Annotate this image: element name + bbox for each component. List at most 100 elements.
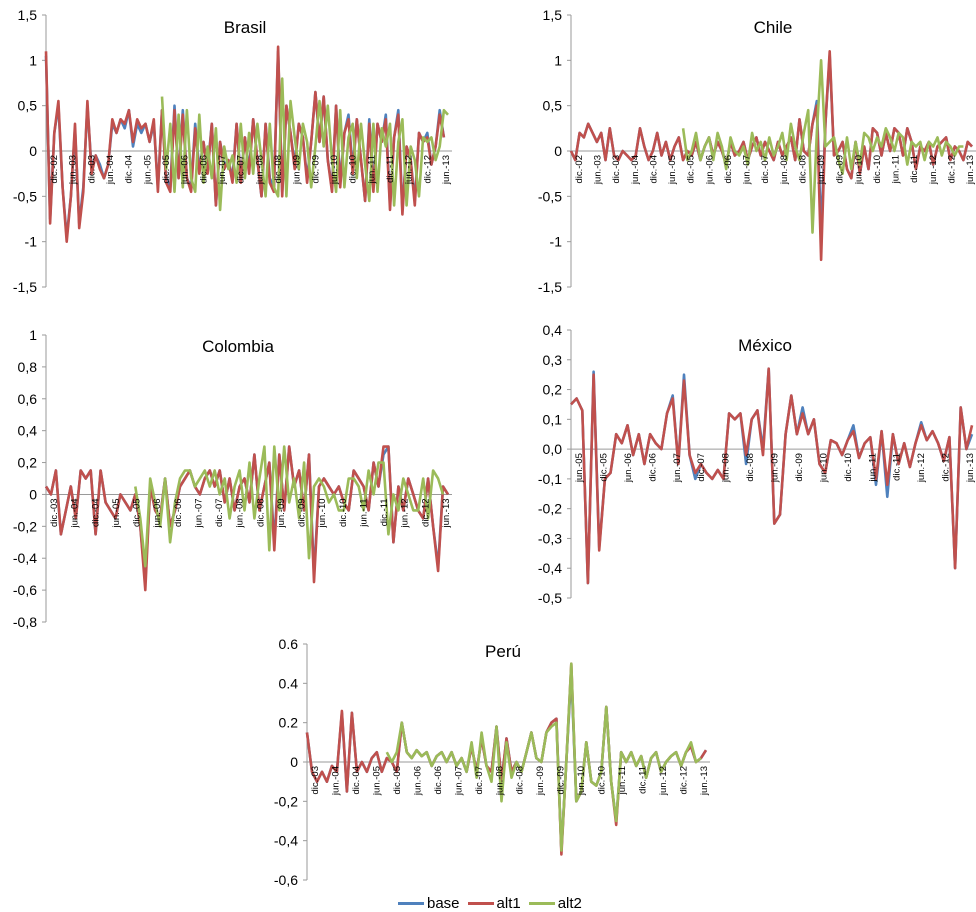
series-line-alt1 [570,367,974,585]
y-tick-label: -0,8 [13,614,37,630]
x-tick-label: jun.-08 [254,155,265,185]
y-tick-label: 0.2 [279,715,299,731]
x-tick-label: jun.-13 [699,766,710,796]
x-tick-label: dic.-07 [760,155,771,184]
x-tick-label: jun.-12 [928,155,939,185]
chart-title: Brasil [224,18,267,37]
series-line-alt2 [681,58,964,234]
legend-item-base: base [398,895,460,912]
x-tick-label: dic.-05 [392,766,403,795]
y-tick-label: 0,5 [543,98,563,114]
x-tick-label: dic.-06 [198,155,209,184]
x-tick-label: jun.-10 [329,155,340,185]
y-tick-label: 0.4 [279,675,299,691]
x-tick-label: dic.-06 [433,766,444,795]
legend-label-alt2: alt2 [557,894,582,912]
x-tick-label: dic.-07 [236,155,247,184]
x-tick-label: dic.-12 [946,155,957,184]
x-tick-label: jun.-12 [658,766,669,796]
x-tick-label: jun.-07 [672,453,683,483]
x-tick-label: dic.-04 [124,155,135,184]
x-tick-label: jun.-06 [412,766,423,796]
x-tick-label: jun.-13 [965,155,976,185]
x-tick-label: jun.-11 [891,155,902,184]
x-tick-label: dic.-02 [49,155,60,184]
y-tick-label: -1,5 [538,279,562,295]
x-tick-label: dic.-06 [723,155,734,184]
x-tick-label: jun.-06 [623,453,634,483]
x-tick-label: dic.-07 [214,498,225,527]
x-tick-label: jun.-08 [721,453,732,483]
x-tick-label: dic.-08 [745,453,756,482]
y-tick-label: -0,5 [538,590,562,606]
x-tick-label: jun.-09 [535,766,546,796]
x-tick-label: dic.-04 [351,766,362,795]
x-tick-label: dic.-09 [794,453,805,482]
y-tick-label: 1 [29,52,37,68]
x-tick-label: dic.-03 [86,155,97,184]
y-tick-label: -1 [25,234,38,250]
legend-label-alt1: alt1 [496,894,521,912]
x-tick-label: jun.-07 [742,155,753,185]
x-tick-label: jun.-03 [593,155,604,185]
y-tick-label: 0 [29,143,37,159]
y-tick-label: -0,5 [538,188,562,204]
legend-swatch-base [398,901,424,905]
y-tick-label: 0,0 [543,441,563,457]
x-tick-label: dic.-07 [474,766,485,795]
y-tick-label: -0,4 [274,833,298,849]
y-tick-label: -0,2 [13,518,37,534]
chart-panel-2: -0,8 -0,6 -0,4 -0,2 0 0,2 0,4 0,6 0,8 1 Colombia di… [13,327,452,630]
x-tick-label: dic.-06 [173,498,184,527]
x-tick-label: dic.-12 [420,498,431,527]
y-tick-label: 0,8 [18,359,38,375]
x-tick-label: jun.-05 [371,766,382,796]
legend: base alt1 alt2 [398,894,586,912]
x-tick-label: dic.-08 [255,498,266,527]
x-tick-label: dic.-10 [338,498,349,527]
legend-swatch-alt1 [467,901,494,905]
x-tick-label: dic.-02 [574,155,585,184]
series-line-alt1 [305,662,708,856]
x-tick-label: dic.-03 [611,155,622,184]
x-tick-label: dic.-05 [686,155,697,184]
x-tick-label: dic.-05 [598,453,609,482]
y-tick-label: 1 [29,327,37,343]
x-tick-label: dic.-05 [132,498,143,527]
x-tick-label: jun.-07 [217,155,228,185]
x-tick-label: jun.-06 [704,155,715,185]
x-tick-label: dic.-06 [647,453,658,482]
x-tick-label: jun.-11 [617,766,628,795]
x-tick-label: jun.-13 [965,453,976,483]
x-tick-label: jun.-09 [276,498,287,528]
y-tick-label: 0 [29,486,37,502]
x-tick-label: jun.-11 [366,155,377,184]
y-tick-label: -0,3 [538,530,562,546]
x-tick-label: dic.-11 [892,453,903,481]
legend-label-base: base [427,894,460,912]
x-tick-label: dic.-10 [597,766,608,795]
x-tick-label: dic.-11 [638,766,649,794]
y-tick-label: 1,5 [18,7,38,23]
y-tick-label: -0,1 [538,471,562,487]
x-tick-label: dic.-12 [679,766,690,795]
x-tick-label: jun.-12 [404,155,415,185]
x-tick-label: dic.-08 [797,155,808,184]
y-tick-label: 0.6 [279,636,299,652]
chart-panel-1: -1,5 -1 -0,5 0 0,5 1 1,5 Chile dic.-02 jun.-03 dic… [538,7,976,295]
x-tick-label: dic.-04 [649,155,660,184]
y-tick-label: -0,4 [13,550,37,566]
y-tick-label: -1,5 [13,279,37,295]
x-tick-label: jun.-09 [770,453,781,483]
y-tick-label: 0,5 [18,98,38,114]
y-tick-label: -1 [550,234,563,250]
x-tick-label: dic.-07 [696,453,707,482]
y-tick-label: 0,1 [543,411,563,427]
chart-title: México [738,336,792,355]
x-tick-label: jun.-04 [630,155,641,185]
y-tick-label: 1,5 [543,7,563,23]
chart-panel-3: -0,5 -0,4 -0,3 -0,2 -0,1 0,0 0,1 0,2 0,3 0,4 Méxic… [538,322,976,606]
x-tick-label: jun.-11 [359,498,370,527]
x-tick-label: dic.-12 [941,453,952,482]
x-tick-label: jun.-09 [816,155,827,185]
